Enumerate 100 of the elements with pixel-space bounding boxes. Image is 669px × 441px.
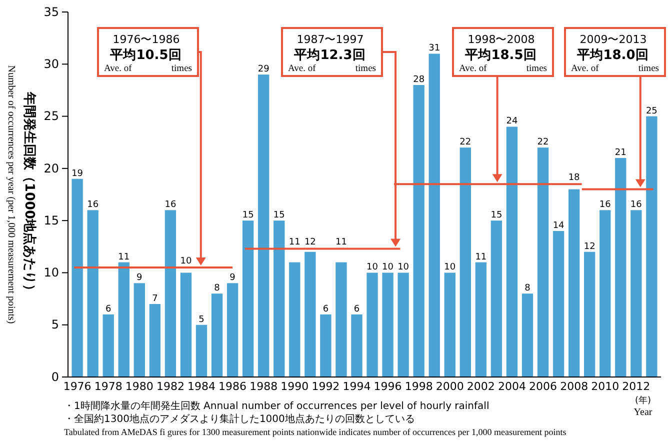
data-label: 15	[490, 210, 502, 221]
bar	[336, 262, 347, 377]
bar	[615, 158, 626, 377]
data-label: 11	[335, 238, 347, 248]
data-label: 11	[288, 238, 300, 248]
x-tick-label: 2008	[560, 380, 588, 393]
data-label: 6	[105, 304, 112, 314]
data-label: 5	[198, 314, 204, 325]
bar	[72, 178, 83, 377]
y-tick-label: 10	[44, 266, 59, 280]
text: ・1時間降水量の年間発生回数 Annual number of occurrences per level of hourly rainfall	[64, 400, 490, 412]
bar	[102, 314, 114, 377]
x-tick-label: 1978	[94, 380, 122, 393]
y-axis-title: 年間発生回数（1000地点あたり） Number of occurrences per year (per 1,000 measurement points)	[6, 65, 38, 324]
data-label: 12	[304, 238, 316, 248]
data-label: 16	[87, 200, 99, 210]
x-tick-label: 2012	[622, 380, 650, 393]
text: Tabulated from AMeDAS fi gures for 1300 measurement points nationwide indicates number of occurrences per 1,000 measurement points	[64, 427, 567, 437]
x-tick-label: 2000	[436, 380, 464, 393]
y-tick-label: 25	[44, 109, 59, 124]
x-tick-label: 1980	[125, 380, 154, 393]
y-tick-label: 35	[44, 4, 59, 19]
bar	[600, 210, 611, 377]
bar	[211, 294, 223, 377]
bar	[552, 231, 564, 377]
bar	[180, 272, 192, 377]
data-label: 19	[72, 168, 84, 179]
data-label: 31	[428, 44, 440, 54]
x-tick-label: 1994	[342, 380, 371, 393]
y-tick-label: 30	[44, 56, 59, 71]
bar	[304, 252, 316, 377]
data-label: 16	[599, 200, 612, 210]
data-label: 16	[164, 200, 176, 210]
bar	[242, 220, 254, 377]
data-label: 6	[354, 304, 360, 314]
data-label: 10	[444, 262, 456, 273]
bar	[289, 262, 300, 377]
x-tick-label: 2002	[466, 380, 495, 393]
bar	[630, 210, 642, 377]
x-tick-label: 1986	[218, 380, 247, 393]
bar	[490, 220, 502, 377]
x-tick-label: 2010	[591, 380, 620, 393]
data-label: 16	[630, 200, 642, 210]
text: ・全国約1300地点のアメダスより集計した1000地点あたりの回数としている	[64, 413, 415, 425]
data-label: 10	[382, 262, 394, 273]
x-tick-label: 1984	[188, 380, 216, 393]
data-label: 9	[230, 273, 236, 284]
bar	[522, 294, 534, 377]
y-tick-label: 0	[51, 370, 59, 384]
data-label: 15	[273, 210, 285, 221]
text: 2009〜2013 平均18.0回 Ave. of times	[571, 33, 659, 74]
x-tick-label: 1992	[312, 380, 340, 393]
y-tick-label: 20	[44, 161, 59, 176]
y-tick-label: 5	[51, 318, 59, 332]
bar	[444, 272, 456, 377]
text: 1976〜1986 平均10.5回 Ave. of times	[104, 33, 192, 74]
bar	[584, 252, 596, 377]
bar	[164, 210, 176, 377]
bar	[258, 74, 270, 377]
bar	[134, 283, 145, 377]
bar	[351, 314, 362, 377]
data-label: 10	[366, 262, 378, 273]
bar	[428, 54, 440, 377]
x-axis-title: (年) Year	[634, 395, 653, 418]
x-tick-label: 1996	[374, 380, 402, 393]
bar	[382, 272, 394, 377]
data-label: 11	[118, 252, 130, 262]
bar	[568, 189, 580, 377]
data-label: 9	[136, 273, 143, 284]
bar	[196, 324, 208, 377]
x-tick-label: 1988	[250, 380, 278, 393]
data-label: 22	[537, 138, 549, 148]
x-tick-label: 2004	[498, 380, 526, 393]
data-label: 8	[524, 284, 531, 294]
data-label: 7	[152, 294, 158, 304]
data-label: 25	[646, 106, 658, 116]
bar	[646, 116, 658, 377]
data-label: 12	[584, 242, 596, 252]
bar	[506, 126, 518, 377]
data-label: 6	[322, 304, 329, 314]
bar	[398, 272, 409, 377]
x-tick-label: 1976	[63, 380, 92, 393]
data-label: 22	[460, 138, 472, 148]
data-label: 24	[506, 116, 518, 127]
data-label: 21	[614, 148, 626, 158]
bar	[366, 272, 378, 377]
x-tick-label: 1982	[156, 380, 184, 393]
data-label: 14	[552, 221, 565, 231]
data-label: 29	[258, 64, 270, 75]
data-label: 8	[214, 284, 220, 294]
y-tick-label: 15	[44, 213, 59, 228]
data-label: 10	[180, 256, 192, 266]
data-label: 11	[475, 252, 487, 262]
text: 1987〜1997 平均12.3回 Ave. of times	[288, 33, 376, 74]
bar	[274, 220, 285, 377]
x-tick-label: 2006	[529, 380, 558, 393]
bar	[320, 314, 332, 377]
x-tick-label: 1998	[404, 380, 433, 393]
bar	[149, 304, 161, 377]
bar	[118, 262, 130, 377]
